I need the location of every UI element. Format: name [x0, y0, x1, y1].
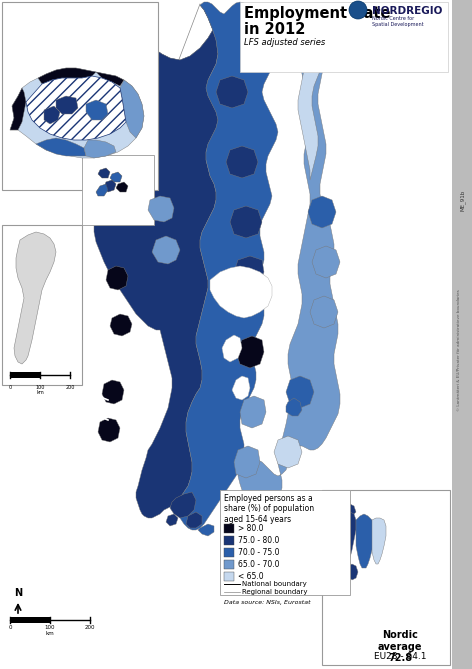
Polygon shape	[128, 5, 220, 185]
Bar	[10, 372, 40, 378]
Polygon shape	[96, 184, 108, 196]
Text: 200: 200	[65, 385, 75, 390]
Text: Nordic Centre for
Spatial Development: Nordic Centre for Spatial Development	[372, 16, 424, 27]
Text: LFS adjusted series: LFS adjusted series	[244, 38, 325, 47]
Polygon shape	[234, 256, 264, 288]
Bar	[224, 548, 234, 557]
Polygon shape	[336, 512, 356, 570]
Polygon shape	[198, 524, 214, 536]
Polygon shape	[10, 68, 144, 158]
Text: Nordic
average
72.8: Nordic average 72.8	[378, 630, 422, 663]
Polygon shape	[152, 236, 180, 264]
Polygon shape	[102, 380, 124, 404]
Polygon shape	[26, 76, 126, 140]
Polygon shape	[296, 16, 324, 180]
Text: NORDREGIO: NORDREGIO	[372, 6, 442, 16]
Polygon shape	[216, 76, 248, 108]
Text: km: km	[36, 390, 44, 395]
Polygon shape	[234, 446, 260, 478]
Text: > 80.0: > 80.0	[238, 524, 263, 533]
Polygon shape	[210, 266, 272, 318]
Text: < 65.0: < 65.0	[238, 572, 264, 581]
Polygon shape	[286, 376, 314, 408]
Polygon shape	[56, 96, 78, 114]
Text: 200: 200	[85, 625, 95, 630]
Text: National boundary: National boundary	[242, 581, 307, 587]
Polygon shape	[232, 376, 250, 400]
Bar	[224, 572, 234, 581]
Polygon shape	[96, 72, 124, 86]
Polygon shape	[372, 518, 386, 564]
Polygon shape	[222, 335, 242, 362]
Polygon shape	[286, 398, 302, 416]
Bar	[224, 536, 234, 545]
Text: EU28 - 64.1: EU28 - 64.1	[374, 652, 426, 661]
Text: 65.0 - 70.0: 65.0 - 70.0	[238, 560, 279, 569]
Bar	[220, 490, 350, 595]
Text: N: N	[14, 588, 22, 598]
Text: © Lantmäteri & EU/Privater för administratieve boundaries: © Lantmäteri & EU/Privater för administr…	[457, 289, 461, 411]
Polygon shape	[36, 138, 86, 156]
Polygon shape	[326, 494, 342, 508]
Text: 100: 100	[35, 385, 45, 390]
Polygon shape	[38, 68, 96, 84]
Polygon shape	[94, 5, 218, 518]
Bar	[224, 524, 234, 533]
Text: 0: 0	[8, 625, 12, 630]
Polygon shape	[110, 314, 132, 336]
Polygon shape	[166, 514, 178, 526]
Polygon shape	[226, 146, 258, 178]
Text: 100: 100	[45, 625, 55, 630]
Bar	[322, 490, 450, 665]
Polygon shape	[116, 182, 128, 192]
Polygon shape	[98, 168, 110, 178]
Polygon shape	[274, 436, 302, 468]
Polygon shape	[356, 514, 374, 568]
Text: Employment Rate: Employment Rate	[244, 6, 390, 21]
Polygon shape	[86, 100, 108, 120]
Polygon shape	[110, 172, 122, 182]
Bar	[82, 155, 154, 225]
Circle shape	[349, 1, 367, 19]
Text: 75.0 - 80.0: 75.0 - 80.0	[238, 536, 279, 545]
Text: Data source: NSIs, Eurostat: Data source: NSIs, Eurostat	[224, 600, 311, 605]
Polygon shape	[330, 502, 356, 518]
Polygon shape	[106, 266, 128, 290]
Bar	[10, 617, 50, 623]
Polygon shape	[308, 196, 336, 228]
Text: ME_91b: ME_91b	[460, 189, 466, 211]
Text: Regional boundary: Regional boundary	[242, 589, 307, 595]
Polygon shape	[240, 396, 266, 428]
Text: km: km	[46, 631, 54, 636]
Bar	[452, 0, 472, 669]
Polygon shape	[14, 232, 56, 364]
Polygon shape	[104, 180, 116, 192]
Bar	[224, 560, 234, 569]
Text: in 2012: in 2012	[244, 22, 305, 37]
Polygon shape	[312, 246, 340, 278]
Polygon shape	[230, 206, 262, 238]
Bar	[240, 2, 448, 72]
Polygon shape	[88, 128, 122, 224]
Bar	[2, 2, 158, 190]
Polygon shape	[170, 492, 196, 518]
Polygon shape	[44, 106, 60, 124]
Polygon shape	[348, 564, 358, 580]
Polygon shape	[120, 80, 144, 138]
Polygon shape	[238, 16, 340, 530]
Polygon shape	[236, 336, 264, 368]
Polygon shape	[172, 2, 278, 530]
Polygon shape	[310, 296, 338, 328]
Text: 0: 0	[8, 385, 11, 390]
Polygon shape	[10, 88, 26, 130]
Text: Employed persons as a
share (%) of population
aged 15-64 years: Employed persons as a share (%) of popul…	[224, 494, 314, 524]
Polygon shape	[106, 65, 140, 178]
Polygon shape	[186, 512, 202, 528]
Bar	[2, 225, 82, 385]
Text: 70.0 - 75.0: 70.0 - 75.0	[238, 548, 279, 557]
Polygon shape	[148, 196, 174, 222]
Polygon shape	[84, 140, 116, 158]
Polygon shape	[98, 418, 120, 442]
